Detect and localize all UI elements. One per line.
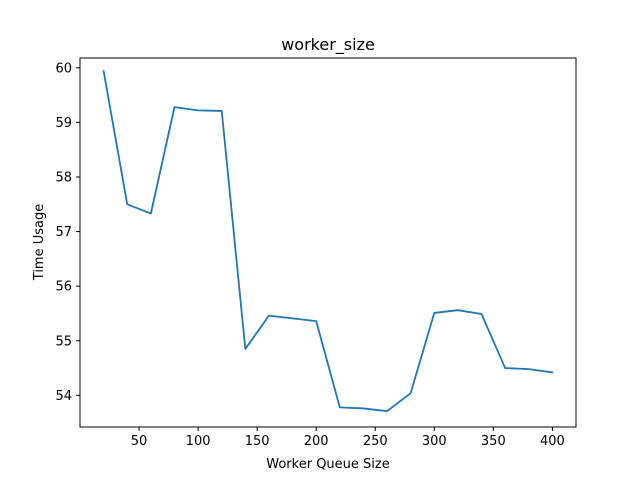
y-tick-label: 55 (55, 334, 72, 349)
x-axis-title: Worker Queue Size (266, 457, 389, 472)
y-tick-label: 57 (55, 225, 72, 240)
y-tick-label: 56 (55, 280, 72, 295)
x-tick-label: 50 (131, 434, 148, 449)
y-tick-label: 54 (55, 389, 72, 404)
chart-title: worker_size (281, 35, 375, 55)
x-tick-label: 200 (304, 434, 329, 449)
x-tick-label: 250 (363, 434, 388, 449)
series-line (102, 70, 554, 413)
x-tick-label: 400 (540, 434, 565, 449)
x-tick-label: 100 (186, 434, 211, 449)
x-tick-label: 150 (245, 434, 270, 449)
y-axis-title: Time Usage (32, 204, 47, 281)
x-tick-label: 300 (422, 434, 447, 449)
y-tick-label: 60 (55, 61, 72, 76)
plot-area-frame (79, 57, 577, 428)
series-layer (102, 70, 554, 413)
x-tick-label: 350 (481, 434, 506, 449)
y-tick-label: 59 (55, 116, 72, 131)
y-tick-label: 58 (55, 170, 72, 185)
ticks-layer: 50 100 150 200 250 300 350 400 54 55 56 57 58 59 60 (55, 61, 564, 449)
